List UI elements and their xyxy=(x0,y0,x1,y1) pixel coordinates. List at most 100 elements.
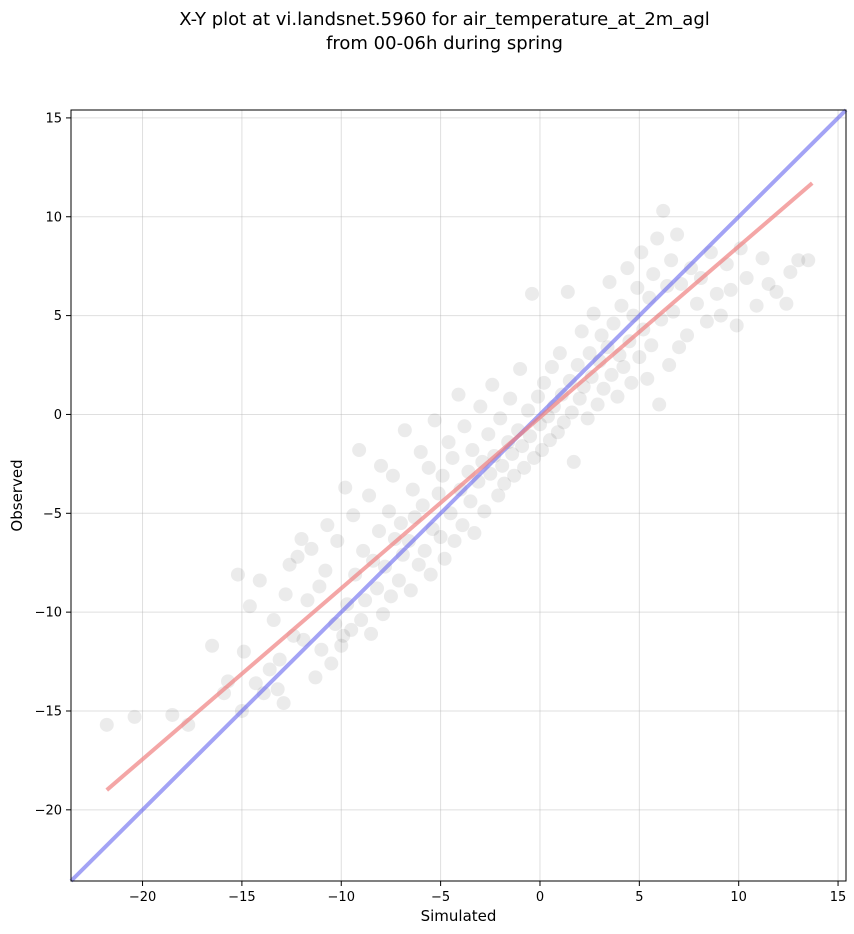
data-point xyxy=(405,482,420,497)
data-point xyxy=(387,531,402,546)
data-point xyxy=(606,316,621,331)
data-point xyxy=(354,613,369,628)
fit-lines xyxy=(69,108,848,883)
data-point xyxy=(483,466,498,481)
data-point xyxy=(556,415,571,430)
y-tick-label: 0 xyxy=(54,408,62,423)
y-axis-label: Observed xyxy=(8,459,26,531)
x-tick-label: 15 xyxy=(830,890,847,905)
data-point xyxy=(481,427,496,442)
data-point xyxy=(779,296,794,311)
data-point xyxy=(586,306,601,321)
data-point xyxy=(457,419,472,434)
data-point xyxy=(505,446,520,461)
data-point xyxy=(604,367,619,382)
x-tick-label: 0 xyxy=(536,890,544,905)
chart-title: X-Y plot at vi.landsnet.5960 for air_tem… xyxy=(0,8,854,56)
scatter-points xyxy=(99,203,816,732)
data-point xyxy=(755,251,770,266)
data-point xyxy=(493,411,508,426)
data-point xyxy=(278,587,293,602)
data-point xyxy=(610,389,625,404)
chart-title-line-1: X-Y plot at vi.landsnet.5960 for air_tem… xyxy=(179,9,710,30)
data-point xyxy=(296,632,311,647)
data-point xyxy=(594,328,609,343)
data-point xyxy=(624,375,639,390)
data-point xyxy=(403,583,418,598)
data-point xyxy=(262,662,277,677)
y-tick-label: −5 xyxy=(43,507,62,522)
data-point xyxy=(769,284,784,299)
data-point xyxy=(276,696,291,711)
data-point xyxy=(320,518,335,533)
data-point xyxy=(352,443,367,458)
data-point xyxy=(672,340,687,355)
data-point xyxy=(507,468,522,483)
data-point xyxy=(411,557,426,572)
data-point xyxy=(431,486,446,501)
data-point xyxy=(270,682,285,697)
x-tick-label: −15 xyxy=(228,890,255,905)
data-point xyxy=(294,531,309,546)
data-point xyxy=(443,506,458,521)
data-point xyxy=(463,494,478,509)
data-point xyxy=(397,423,412,438)
data-point xyxy=(630,280,645,295)
data-point xyxy=(304,541,319,556)
chart-title-line-2: from 00-06h during spring xyxy=(326,33,563,54)
data-point xyxy=(652,397,667,412)
data-point xyxy=(574,324,589,339)
data-point xyxy=(670,227,685,242)
data-point xyxy=(521,403,536,418)
y-tick-label: −15 xyxy=(35,704,62,719)
data-point xyxy=(560,284,575,299)
data-point xyxy=(334,638,349,653)
data-point xyxy=(395,547,410,562)
data-point xyxy=(517,460,532,475)
data-point xyxy=(372,524,387,539)
y-tick-label: −20 xyxy=(35,803,62,818)
data-point xyxy=(632,350,647,365)
data-point xyxy=(324,656,339,671)
data-point xyxy=(230,567,245,582)
data-point xyxy=(242,599,257,614)
data-point xyxy=(401,533,416,548)
data-point xyxy=(495,458,510,473)
data-point xyxy=(290,549,305,564)
data-point xyxy=(590,397,605,412)
data-point xyxy=(650,231,665,246)
data-point xyxy=(680,328,695,343)
data-point xyxy=(421,460,436,475)
data-point xyxy=(308,670,323,685)
data-point xyxy=(572,391,587,406)
data-point xyxy=(393,516,408,531)
data-point xyxy=(391,573,406,588)
data-point xyxy=(733,241,748,256)
identity-line xyxy=(69,108,848,883)
data-point xyxy=(739,271,754,286)
data-point xyxy=(252,573,267,588)
data-point xyxy=(465,443,480,458)
data-point xyxy=(562,373,577,388)
data-point xyxy=(801,253,816,268)
data-point xyxy=(473,399,488,414)
data-point xyxy=(640,371,655,386)
data-point xyxy=(256,686,271,701)
data-point xyxy=(614,298,629,313)
data-point xyxy=(536,375,551,390)
y-tick-label: 5 xyxy=(54,309,62,324)
data-point xyxy=(534,443,549,458)
data-point xyxy=(453,482,468,497)
data-point xyxy=(282,557,297,572)
data-point xyxy=(761,276,776,291)
data-point xyxy=(423,567,438,582)
data-point xyxy=(413,445,428,460)
data-point xyxy=(318,563,333,578)
data-point xyxy=(791,253,806,268)
regression-line xyxy=(105,181,814,792)
plot-frame xyxy=(70,109,847,882)
data-point xyxy=(358,593,373,608)
data-point xyxy=(312,579,327,594)
data-point xyxy=(445,450,460,465)
